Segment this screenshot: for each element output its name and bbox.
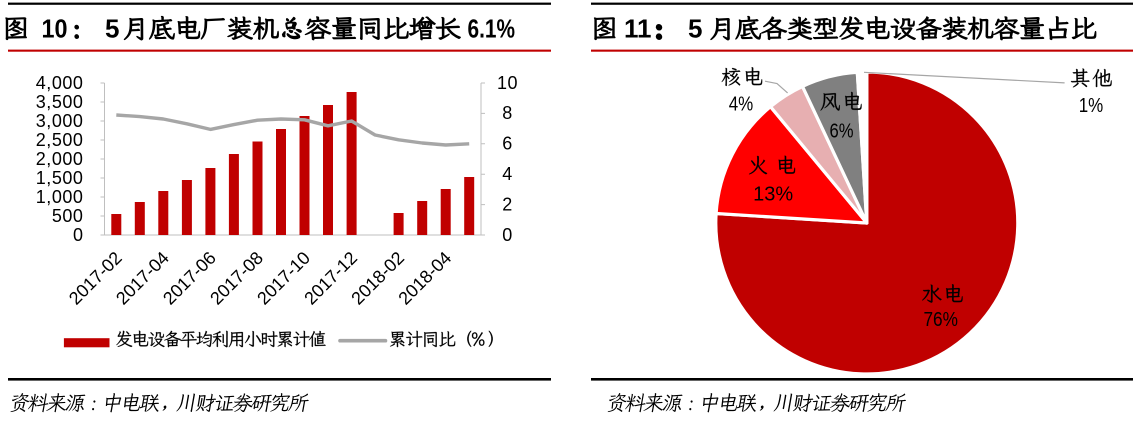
svg-text:11: 11 <box>624 13 652 43</box>
svg-text:1,500: 1,500 <box>36 168 84 188</box>
svg-text:0: 0 <box>502 225 513 245</box>
svg-text:8: 8 <box>502 103 513 123</box>
svg-text:1%: 1% <box>1079 95 1104 117</box>
svg-text:10: 10 <box>497 73 518 93</box>
svg-text:13%: 13% <box>753 184 793 206</box>
svg-text:3,000: 3,000 <box>36 111 84 131</box>
svg-text:6%: 6% <box>830 120 854 142</box>
svg-text:2,000: 2,000 <box>36 149 84 169</box>
svg-text:0: 0 <box>73 225 84 245</box>
svg-text:10: 10 <box>42 13 68 43</box>
svg-text:6: 6 <box>502 134 513 154</box>
svg-text:1,000: 1,000 <box>36 187 84 207</box>
svg-text:6.1%: 6.1% <box>468 13 516 43</box>
svg-text:3,500: 3,500 <box>36 92 84 112</box>
svg-text:5: 5 <box>105 13 119 43</box>
svg-text:76%: 76% <box>923 309 958 331</box>
svg-text:2: 2 <box>502 194 513 214</box>
svg-text:5: 5 <box>688 13 702 43</box>
svg-text:2,500: 2,500 <box>36 130 84 150</box>
svg-text:4%: 4% <box>729 93 754 115</box>
svg-text:500: 500 <box>52 206 84 226</box>
svg-text:4: 4 <box>502 164 513 184</box>
svg-text:4,000: 4,000 <box>36 73 84 93</box>
